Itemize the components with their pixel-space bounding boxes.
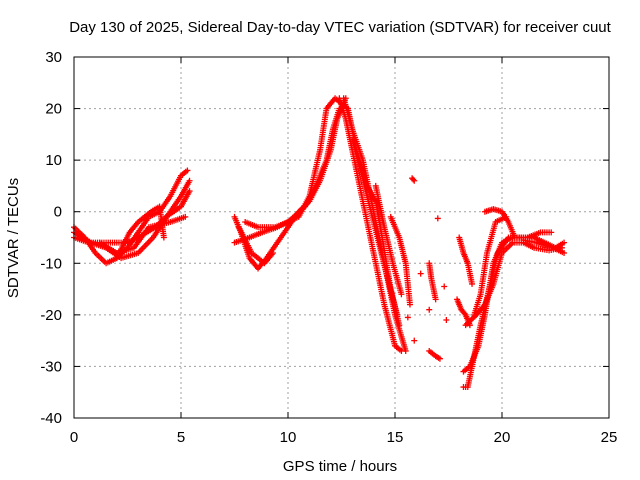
y-tick-label: -40 <box>40 410 62 427</box>
chart-title: Day 130 of 2025, Sidereal Day-to-day VTE… <box>69 19 611 36</box>
data-point <box>443 317 450 324</box>
grid <box>74 57 609 418</box>
x-tick-label: 5 <box>177 429 185 446</box>
data-point <box>417 270 424 277</box>
y-tick-label: 10 <box>45 152 62 169</box>
data-point <box>441 283 448 290</box>
data-point <box>436 355 443 362</box>
data-point <box>411 177 418 184</box>
x-tick-label: 15 <box>387 429 404 446</box>
data-point <box>426 306 433 313</box>
data-point <box>398 291 405 298</box>
data-point <box>469 280 476 287</box>
data-point <box>548 229 555 236</box>
data-point <box>561 249 568 256</box>
y-tick-label: 20 <box>45 101 62 118</box>
data-point <box>411 337 418 344</box>
y-tick-label: -30 <box>40 358 62 375</box>
x-tick-label: 10 <box>280 429 297 446</box>
y-tick-label: -10 <box>40 255 62 272</box>
data-point <box>396 322 403 329</box>
data-point <box>184 167 191 174</box>
y-tick-label: 0 <box>54 204 62 221</box>
axis-ticks: 0 5 10 15 20 25 -40 -30 -20 -10 0 10 20 30 <box>40 49 617 446</box>
y-tick-label: -20 <box>40 307 62 324</box>
data-point <box>160 234 167 241</box>
plot-frame <box>73 56 610 419</box>
data-point <box>561 239 568 246</box>
data-point <box>186 177 193 184</box>
data-points <box>71 95 568 391</box>
x-tick-label: 20 <box>494 429 511 446</box>
x-tick-label: 0 <box>70 429 78 446</box>
data-point <box>516 234 523 241</box>
data-point <box>461 310 468 317</box>
data-point <box>410 176 417 183</box>
data-point <box>404 314 411 321</box>
data-point <box>394 311 401 318</box>
data-point <box>182 213 189 220</box>
x-axis-label: GPS time / hours <box>283 458 397 475</box>
data-point <box>434 215 441 222</box>
y-axis-label: SDTVAR / TECUs <box>5 178 22 298</box>
data-point <box>270 249 277 256</box>
x-tick-label: 25 <box>601 429 618 446</box>
data-point <box>406 301 413 308</box>
y-tick-label: 30 <box>45 49 62 66</box>
data-point <box>186 188 193 195</box>
data-point <box>432 296 439 303</box>
data-point <box>402 347 409 354</box>
